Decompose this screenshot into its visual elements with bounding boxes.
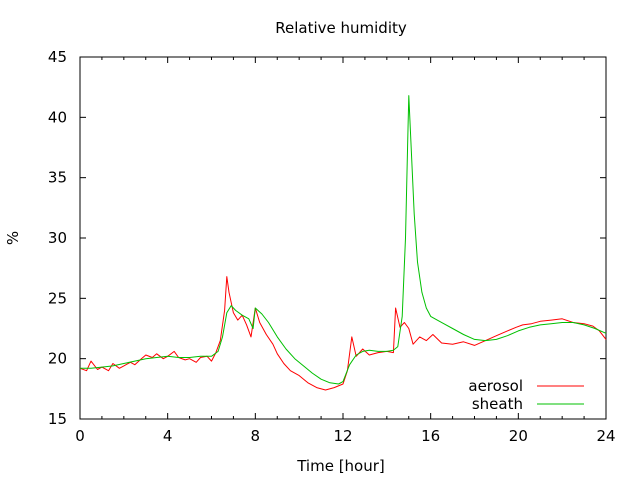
y-tick-label: 25	[48, 289, 67, 307]
series-lines	[79, 95, 607, 391]
legend-label-sheath: sheath	[472, 395, 523, 413]
y-axis-label: %	[4, 231, 22, 245]
x-tick-label: 16	[421, 427, 440, 445]
plot-frame	[79, 56, 607, 420]
x-tick-label: 4	[163, 427, 173, 445]
x-tick-label: 20	[509, 427, 528, 445]
chart-title: Relative humidity	[275, 19, 407, 37]
y-tick-label: 15	[48, 410, 67, 428]
series-line-sheath	[80, 95, 607, 385]
y-tick-label: 45	[48, 48, 67, 66]
x-tick-label: 24	[596, 427, 615, 445]
axis-ticks: 0 4 8 12 16 20 24 15 20 25 30 35 40 45	[48, 48, 616, 445]
y-tick-label: 30	[48, 229, 67, 247]
legend: aerosol sheath	[468, 377, 584, 413]
series-line-aerosol	[79, 276, 607, 391]
y-tick-label: 35	[48, 169, 67, 187]
legend-label-aerosol: aerosol	[468, 377, 523, 395]
x-tick-label: 8	[251, 427, 261, 445]
x-tick-label: 0	[75, 427, 85, 445]
x-tick-label: 12	[333, 427, 352, 445]
x-axis-label: Time [hour]	[296, 457, 385, 475]
y-tick-label: 20	[48, 350, 67, 368]
y-tick-label: 40	[48, 108, 67, 126]
